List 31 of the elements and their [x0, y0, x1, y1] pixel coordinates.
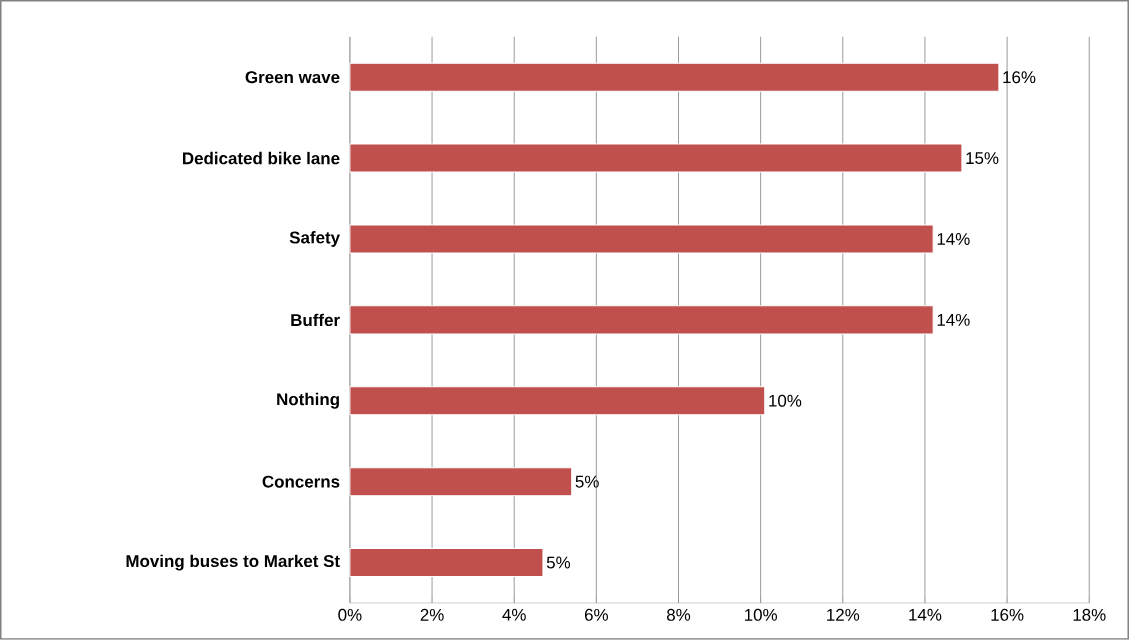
- data-label: 10%: [769, 394, 802, 407]
- data-label: 14%: [937, 233, 970, 246]
- data-label: 15%: [966, 152, 999, 165]
- x-tick-label: 14%: [909, 608, 942, 621]
- bar: [349, 143, 963, 173]
- y-tick-label: Green wave: [245, 71, 340, 84]
- y-tick-label: Buffer: [291, 313, 340, 327]
- x-tick-label: 12%: [827, 608, 860, 621]
- bar: [349, 62, 1000, 92]
- data-label: 5%: [575, 475, 599, 488]
- data-label: 5%: [546, 556, 571, 569]
- x-tick-label: 16%: [991, 608, 1024, 621]
- bar: [349, 467, 573, 497]
- data-label: 14%: [937, 314, 970, 326]
- x-tick-label: 6%: [584, 608, 608, 621]
- bar: [349, 305, 934, 335]
- data-label: 16%: [1003, 71, 1036, 84]
- bar: [349, 224, 934, 254]
- x-tick-label: 4%: [502, 608, 526, 621]
- y-tick-label: Safety: [289, 231, 340, 247]
- x-tick-label: 0%: [338, 608, 362, 621]
- bar: [349, 548, 544, 578]
- x-tick-label: 10%: [744, 608, 777, 621]
- x-tick-label: 2%: [420, 608, 444, 621]
- x-tick-label: 18%: [1073, 608, 1106, 621]
- y-tick-label: Concerns: [262, 475, 340, 488]
- y-tick-label: Moving buses to Market St: [126, 554, 340, 571]
- y-tick-label: Dedicated bike lane: [183, 151, 340, 165]
- bar: [349, 386, 766, 416]
- y-tick-label: Nothing: [277, 392, 339, 409]
- x-tick-label: 8%: [666, 608, 691, 621]
